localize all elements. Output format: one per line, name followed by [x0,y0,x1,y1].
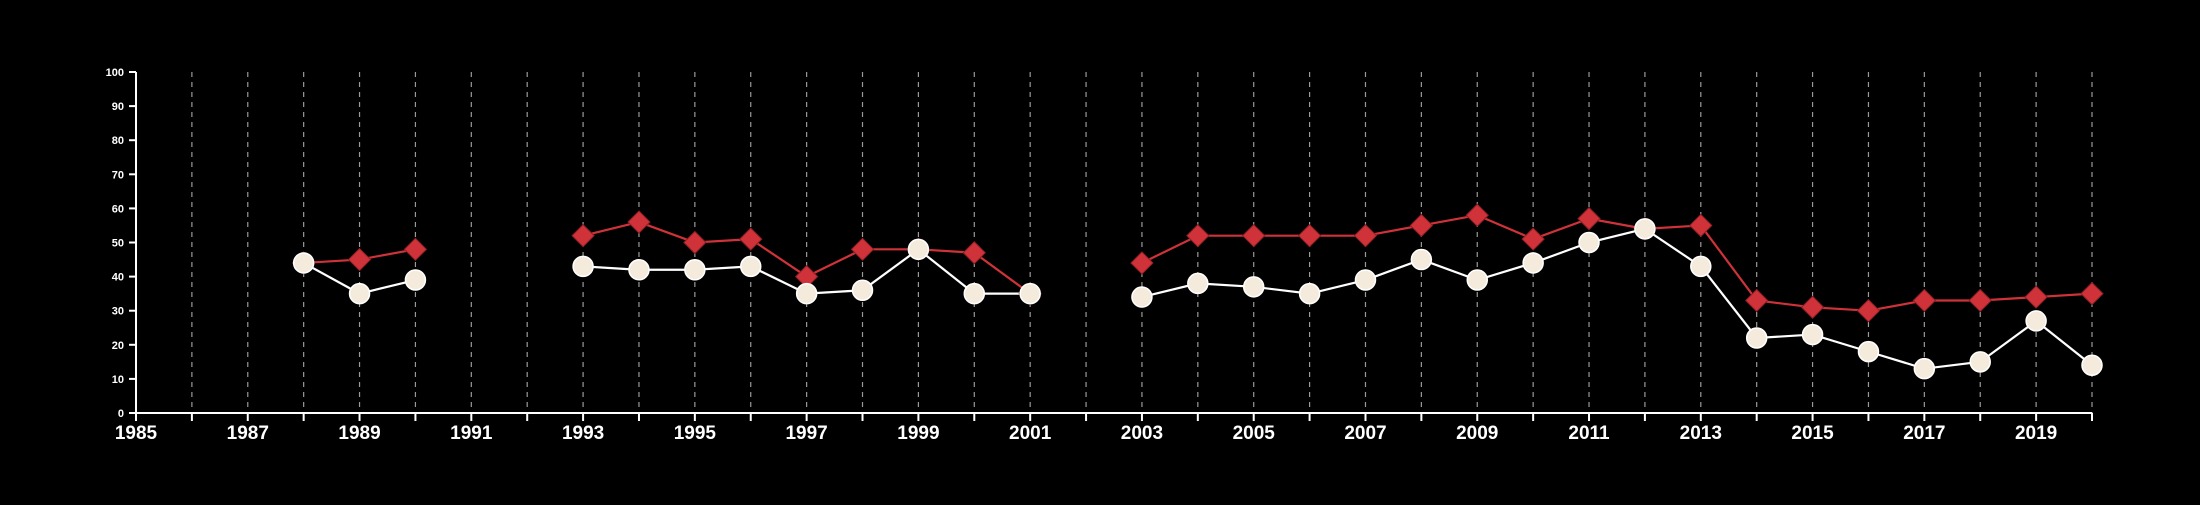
y-tick-label: 90 [112,101,124,113]
series-1-line [1141,214,2093,312]
series-1-point [1968,288,1992,313]
series-1-point [962,241,986,265]
series-2-point [348,282,371,305]
series-2-point [628,259,650,281]
x-tick-label: 1993 [562,423,604,444]
x-tick-label: 1987 [227,423,269,444]
series-1-point [347,247,372,272]
series-2-point [404,269,427,291]
x-tick-label: 1999 [897,423,939,444]
grid-lines [191,72,2093,413]
series-2-point [1298,282,1321,305]
series-2-point [1857,340,1880,363]
markers-group [291,203,2104,380]
series-1-point [683,230,707,255]
x-tick-label: 2003 [1121,423,1163,444]
series-1-point [1186,223,1210,248]
series-2-point [1187,272,1209,295]
series-1-point [1689,213,1713,238]
series-1-point [1409,213,1434,238]
series-1-point [1744,288,1769,313]
y-tick-label: 60 [112,203,124,215]
series-2-point [1354,269,1377,291]
series-2-point [851,279,874,301]
series-2-point [1634,218,1656,240]
series-1-point [1577,206,1601,231]
series-2-point [1410,248,1433,271]
series-2-line [1141,227,2093,370]
x-tick-label: 2019 [2015,423,2057,444]
x-tick-label: 1985 [115,423,158,444]
series-2-point [1466,269,1489,291]
y-tick-label: 0 [118,408,124,420]
series-1-point [403,237,428,262]
series-2-point [572,255,594,278]
series-1-point [627,210,651,234]
series-2-point [1522,252,1544,274]
series-1-point [1353,223,1378,248]
series-1-point [1130,251,1154,275]
y-tick-label: 80 [112,135,124,147]
x-tick-label: 1989 [338,423,380,444]
series-2-point [1131,286,1153,308]
series-2-point [684,259,706,281]
series-1-point [1242,223,1266,248]
x-tick-label: 2005 [1233,423,1276,444]
series-2-point [907,238,930,261]
series-2-point [1745,327,1768,349]
series-2-point [1801,323,1824,346]
series-2-point [2025,310,2047,332]
series-1-point [1297,223,1322,248]
axes: 1985 1987 1989 1991 1993 1995 1997 1999 2001 2003… [106,67,2093,444]
series-1-point [1856,298,1881,323]
series-2-point [292,252,315,274]
x-tick-label: 2013 [1680,423,1722,444]
x-tick-label: 2011 [1568,423,1610,444]
x-tick-label: 2001 [1009,423,1052,444]
x-tick-label: 2009 [1456,423,1498,444]
x-tick-label: 2015 [1791,423,1834,444]
series-2-point [1913,357,1936,380]
y-tick-label: 50 [112,238,124,250]
series-2-point [1578,231,1600,254]
series-2-point [795,282,818,305]
y-tick-label: 100 [106,67,124,79]
x-tick-label: 2017 [1903,423,1945,444]
series-1-point [1465,203,1489,227]
series-2-point [2081,354,2103,377]
series-2-point [739,255,762,278]
series-2-point [1969,351,1991,373]
y-tick-label: 40 [112,272,124,284]
x-tick-label: 1991 [450,423,493,444]
series-1-point [1912,288,1937,313]
x-tick-label: 2007 [1344,423,1386,444]
series-1-point [739,227,763,251]
series-1-point [2024,285,2048,309]
series-2-point [963,282,986,305]
series-1-point [1521,227,1545,251]
x-tick-label: 1997 [785,423,827,444]
y-tick-label: 10 [112,374,124,386]
series-2-point [1690,255,1712,278]
series-1-point [850,237,875,262]
series-1-point [571,223,595,248]
y-tick-label: 30 [112,306,124,318]
series-1-point [1800,295,1825,319]
y-tick-label: 70 [112,169,124,181]
y-tick-label: 20 [112,340,124,352]
series-1-point [2080,281,2104,306]
series-2-point [1242,276,1265,298]
x-tick-label: 1995 [674,423,717,444]
series-2-point [1019,282,1041,305]
